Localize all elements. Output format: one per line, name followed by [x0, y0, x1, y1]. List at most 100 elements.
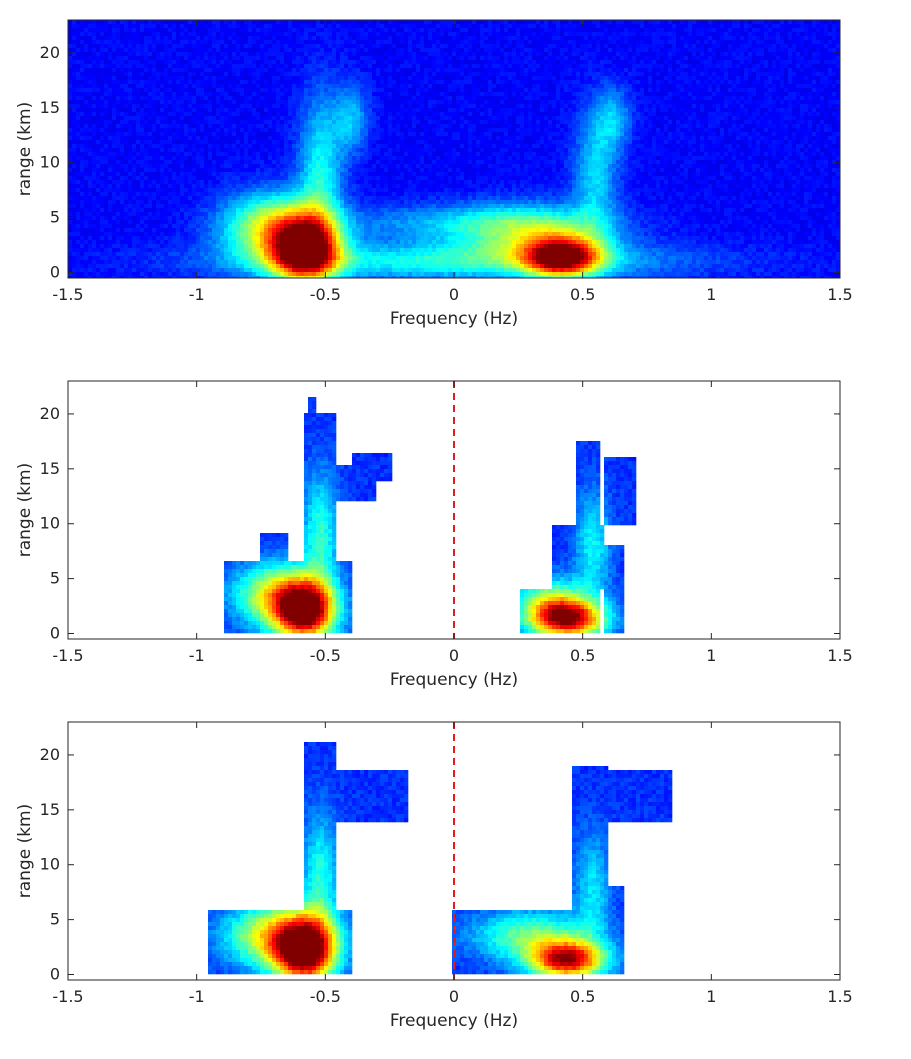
heatmap-cell: [260, 28, 265, 33]
heatmap-cell: [112, 164, 117, 169]
heatmap-cell: [180, 96, 185, 101]
heatmap-cell: [208, 64, 213, 69]
heatmap-cell: [100, 192, 105, 197]
heatmap-cell: [168, 72, 173, 77]
heatmap-cell: [356, 64, 361, 69]
heatmap-cell: [312, 72, 317, 77]
heatmap-cell: [68, 240, 73, 245]
heatmap-cell: [160, 204, 165, 209]
heatmap-cell: [252, 268, 257, 273]
heatmap-cell: [280, 260, 285, 265]
heatmap-cell: [368, 48, 373, 53]
heatmap-cell: [148, 160, 153, 165]
heatmap-cell: [244, 56, 249, 61]
heatmap-cell: [212, 88, 217, 93]
heatmap-cell: [324, 100, 329, 105]
heatmap-cell: [300, 72, 305, 77]
heatmap-cell: [236, 236, 241, 241]
heatmap-cell: [304, 40, 309, 45]
heatmap-cell: [364, 76, 369, 81]
heatmap-cell: [160, 164, 165, 169]
heatmap-cell: [92, 144, 97, 149]
heatmap-cell: [204, 272, 209, 277]
heatmap-cell: [340, 96, 345, 101]
heatmap-cell: [260, 116, 265, 121]
heatmap-cell: [200, 256, 205, 261]
heatmap-cell: [124, 180, 129, 185]
heatmap-cell: [164, 80, 169, 85]
heatmap-cell: [300, 28, 305, 33]
heatmap-cell: [252, 36, 257, 41]
heatmap-cell: [280, 160, 285, 165]
heatmap-cell: [132, 140, 137, 145]
heatmap-cell: [112, 128, 117, 133]
heatmap-cell: [100, 272, 105, 277]
heatmap-cell: [360, 24, 365, 29]
heatmap-cell: [100, 172, 105, 177]
heatmap-cell: [72, 28, 77, 33]
heatmap-cell: [232, 172, 237, 177]
heatmap-cell: [72, 244, 77, 249]
heatmap-cell: [204, 104, 209, 109]
heatmap-cell: [260, 176, 265, 181]
heatmap-cell: [364, 216, 369, 221]
heatmap-cell: [140, 212, 145, 217]
heatmap-cell: [336, 124, 341, 129]
heatmap-cell: [232, 92, 237, 97]
heatmap-cell: [200, 172, 205, 177]
heatmap-cell: [364, 228, 369, 233]
heatmap-cell: [116, 100, 121, 105]
heatmap-cell: [172, 100, 177, 105]
heatmap-cell: [312, 88, 317, 93]
heatmap-cell: [340, 116, 345, 121]
heatmap-cell: [156, 144, 161, 149]
heatmap-cell: [232, 124, 237, 129]
heatmap-cell: [268, 144, 273, 149]
heatmap-cell: [200, 200, 205, 205]
heatmap-cell: [312, 148, 317, 153]
heatmap-cell: [204, 184, 209, 189]
heatmap-cell: [148, 28, 153, 33]
heatmap-cell: [260, 212, 265, 217]
heatmap-cell: [216, 36, 221, 41]
heatmap-cell: [200, 108, 205, 113]
heatmap-cell: [168, 228, 173, 233]
heatmap-cell: [96, 120, 101, 125]
heatmap-cell: [80, 164, 85, 169]
heatmap-cell: [252, 64, 257, 69]
heatmap-cell: [112, 104, 117, 109]
heatmap-cell: [372, 88, 377, 93]
heatmap-cell: [324, 120, 329, 125]
heatmap-cell: [336, 220, 341, 225]
heatmap-cell: [340, 136, 345, 141]
heatmap-cell: [136, 28, 141, 33]
heatmap-cell: [84, 52, 89, 57]
heatmap-cell: [196, 136, 201, 141]
heatmap-cell: [364, 252, 369, 257]
heatmap-cell: [372, 112, 377, 117]
heatmap-cell: [88, 44, 93, 49]
heatmap-cell: [364, 56, 369, 61]
heatmap-cell: [252, 96, 257, 101]
heatmap-cell: [132, 124, 137, 129]
heatmap-cell: [296, 64, 301, 69]
heatmap-cell: [260, 148, 265, 153]
heatmap-cell: [260, 32, 265, 37]
heatmap-cell: [148, 176, 153, 181]
heatmap-cell: [188, 176, 193, 181]
heatmap-cell: [192, 164, 197, 169]
heatmap-cell: [136, 232, 141, 237]
heatmap-cell: [164, 248, 169, 253]
heatmap-cell: [80, 124, 85, 129]
heatmap-cell: [236, 132, 241, 137]
heatmap-cell: [124, 128, 129, 133]
heatmap-cell: [296, 156, 301, 161]
heatmap-cell: [116, 88, 121, 93]
heatmap-cell: [284, 264, 289, 269]
heatmap-cell: [216, 20, 221, 25]
heatmap-cell: [68, 20, 73, 25]
heatmap-cell: [320, 240, 325, 245]
heatmap-cell: [296, 144, 301, 149]
heatmap-cell: [92, 180, 97, 185]
heatmap-cell: [240, 236, 245, 241]
